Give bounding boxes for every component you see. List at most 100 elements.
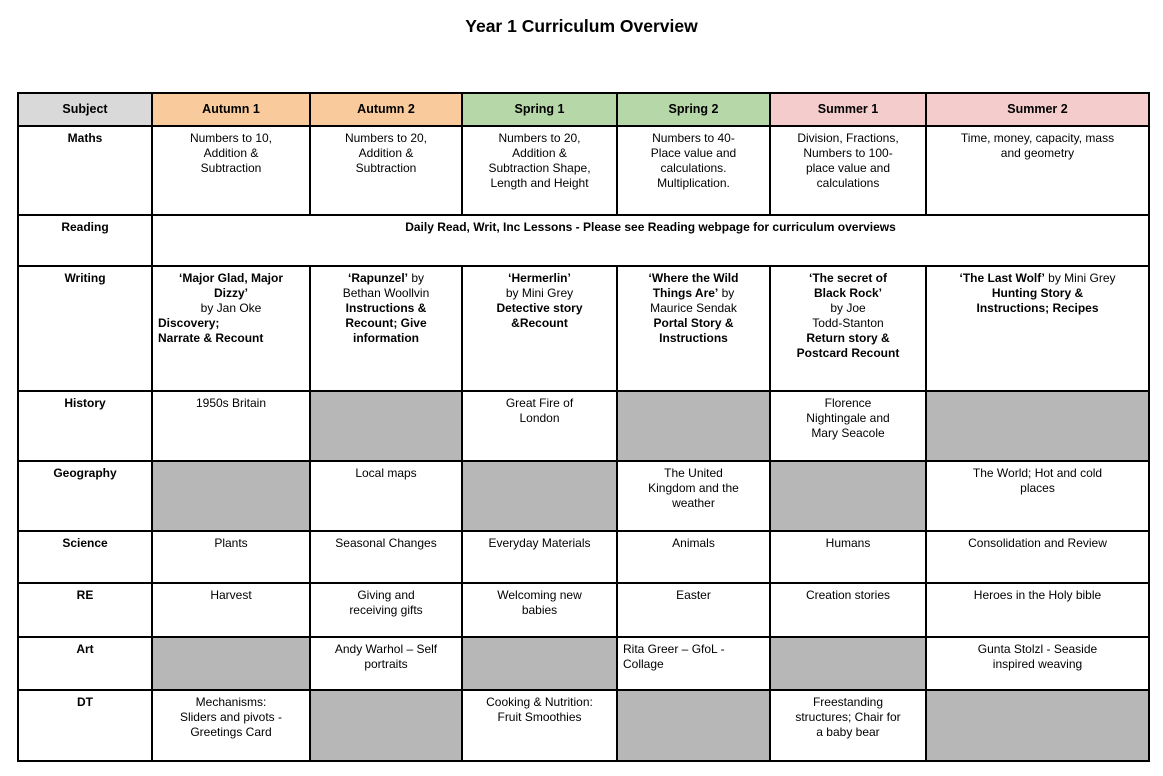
- cell-history-autumn-2: [309, 390, 463, 462]
- cell-text: Daily Read, Writ, Inc Lessons - Please s…: [405, 220, 896, 234]
- row-history: History 1950s Britain Great Fire of London…: [17, 390, 1150, 462]
- cell-writing-spring-2: ‘Where the Wild Things Are’ by Maurice S…: [616, 265, 771, 392]
- cell-science-spring-2: Animals: [616, 530, 771, 584]
- cell-science-autumn-2: Seasonal Changes: [309, 530, 463, 584]
- subject-maths: Maths: [17, 125, 153, 216]
- cell-text: Division, Fractions, Numbers to 100- pla…: [797, 131, 899, 190]
- header-summer-2: Summer 2: [925, 92, 1150, 127]
- cell-maths-spring-2: Numbers to 40- Place value and calculati…: [616, 125, 771, 216]
- cell-art-spring-2: Rita Greer – GfoL - Collage: [616, 636, 771, 691]
- header-row: Subject Autumn 1 Autumn 2 Spring 1 Spring 2 S…: [17, 92, 1150, 127]
- cell-text: Seasonal Changes: [335, 536, 437, 550]
- cell-text: Numbers to 20, Addition & Subtraction: [344, 131, 428, 175]
- row-dt: DT Mechanisms: Sliders and pivots - Greet…: [17, 689, 1150, 762]
- cell-text: Numbers to 40- Place value and calculati…: [650, 131, 737, 190]
- cell-text: Creation stories: [805, 588, 891, 602]
- cell-art-summer-1: [769, 636, 927, 691]
- cell-geography-autumn-2: Local maps: [309, 460, 463, 532]
- cell-text: The World; Hot and cold places: [972, 466, 1103, 495]
- cell-writing-summer-1: ‘The secret of Black Rock’ by Joe Todd-S…: [769, 265, 927, 392]
- header-spring-2: Spring 2: [616, 92, 771, 127]
- subject-history: History: [17, 390, 153, 462]
- cell-re-summer-2: Heroes in the Holy bible: [925, 582, 1150, 638]
- cell-text: Rita Greer – GfoL - Collage: [623, 642, 725, 671]
- cell-text: Andy Warhol – Self portraits: [334, 642, 438, 671]
- header-autumn-1: Autumn 1: [151, 92, 311, 127]
- subject-geography: Geography: [17, 460, 153, 532]
- cell-text: Numbers to 20, Addition & Subtraction Sh…: [488, 131, 591, 190]
- cell-dt-autumn-1: Mechanisms: Sliders and pivots - Greetin…: [151, 689, 311, 762]
- cell-text: Cooking & Nutrition: Fruit Smoothies: [486, 695, 593, 724]
- cell-maths-summer-2: Time, money, capacity, mass and geometry: [925, 125, 1150, 216]
- cell-text: Mechanisms: Sliders and pivots - Greetin…: [179, 695, 283, 739]
- cell-text: Animals: [672, 536, 715, 550]
- subject-writing: Writing: [17, 265, 153, 392]
- cell-history-spring-1: Great Fire of London: [461, 390, 618, 462]
- row-geography: Geography Local maps The United Kingdom an…: [17, 460, 1150, 532]
- row-maths: Maths Numbers to 10, Addition & Subtracti…: [17, 125, 1150, 216]
- cell-text: Giving and receiving gifts: [349, 588, 423, 617]
- cell-text: 1950s Britain: [195, 396, 267, 410]
- cell-writing-autumn-1: ‘Major Glad, Major Dizzy’ by Jan Oke Disc…: [151, 265, 311, 392]
- cell-history-summer-1: Florence Nightingale and Mary Seacole: [769, 390, 927, 462]
- cell-text: Plants: [214, 536, 248, 550]
- cell-history-spring-2: [616, 390, 771, 462]
- cell-science-summer-1: Humans: [769, 530, 927, 584]
- cell-text: ‘Hermerlin’ by Mini Grey Detective story…: [496, 271, 583, 330]
- cell-art-autumn-2: Andy Warhol – Self portraits: [309, 636, 463, 691]
- cell-text: Discovery; Narrate & Recount: [158, 316, 264, 345]
- header-subject: Subject: [17, 92, 153, 127]
- cell-geography-summer-1: [769, 460, 927, 532]
- cell-text: Florence Nightingale and Mary Seacole: [806, 396, 890, 440]
- row-science: Science Plants Seasonal Changes Everyday Ma…: [17, 530, 1150, 584]
- subject-science: Science: [17, 530, 153, 584]
- cell-text: Numbers to 10, Addition & Subtraction: [189, 131, 273, 175]
- cell-dt-summer-1: Freestanding structures; Chair for a bab…: [769, 689, 927, 762]
- cell-text: ‘Major Glad, Major Dizzy’ by Jan Oke: [178, 271, 283, 315]
- subject-dt: DT: [17, 689, 153, 762]
- cell-re-autumn-2: Giving and receiving gifts: [309, 582, 463, 638]
- cell-geography-spring-1: [461, 460, 618, 532]
- cell-text: Consolidation and Review: [968, 536, 1107, 550]
- subject-re: RE: [17, 582, 153, 638]
- cell-text: Local maps: [355, 466, 417, 480]
- cell-writing-spring-1: ‘Hermerlin’ by Mini Grey Detective story…: [461, 265, 618, 392]
- cell-writing-autumn-2: ‘Rapunzel’ by Bethan Woollvin Instructio…: [309, 265, 463, 392]
- cell-text: Everyday Materials: [488, 536, 591, 550]
- cell-text: Gunta Stolzl - Seaside inspired weaving: [977, 642, 1098, 671]
- cell-dt-spring-1: Cooking & Nutrition: Fruit Smoothies: [461, 689, 618, 762]
- cell-art-autumn-1: [151, 636, 311, 691]
- subject-reading: Reading: [17, 214, 153, 267]
- cell-text: Great Fire of London: [505, 396, 574, 425]
- header-spring-1: Spring 1: [461, 92, 618, 127]
- cell-history-autumn-1: 1950s Britain: [151, 390, 311, 462]
- cell-text: ‘The secret of Black Rock’ by Joe Todd-S…: [796, 271, 900, 360]
- cell-science-autumn-1: Plants: [151, 530, 311, 584]
- table-body: Maths Numbers to 10, Addition & Subtracti…: [17, 125, 1150, 762]
- cell-dt-summer-2: [925, 689, 1150, 762]
- cell-text: Humans: [825, 536, 871, 550]
- cell-re-autumn-1: Harvest: [151, 582, 311, 638]
- cell-re-spring-1: Welcoming new babies: [461, 582, 618, 638]
- cell-art-summer-2: Gunta Stolzl - Seaside inspired weaving: [925, 636, 1150, 691]
- cell-re-summer-1: Creation stories: [769, 582, 927, 638]
- cell-history-summer-2: [925, 390, 1150, 462]
- cell-text: The United Kingdom and the weather: [648, 466, 739, 510]
- cell-writing-summer-2: ‘The Last Wolf’ by Mini Grey Hunting Sto…: [925, 265, 1150, 392]
- cell-reading-span: Daily Read, Writ, Inc Lessons - Please s…: [151, 214, 1150, 267]
- row-writing: Writing ‘Major Glad, Major Dizzy’ by Jan …: [17, 265, 1150, 392]
- curriculum-table: Subject Autumn 1 Autumn 2 Spring 1 Spring 2 S…: [17, 92, 1150, 762]
- subject-art: Art: [17, 636, 153, 691]
- cell-maths-summer-1: Division, Fractions, Numbers to 100- pla…: [769, 125, 927, 216]
- cell-science-spring-1: Everyday Materials: [461, 530, 618, 584]
- cell-text: ‘Rapunzel’ by Bethan Woollvin Instructio…: [342, 271, 430, 345]
- cell-art-spring-1: [461, 636, 618, 691]
- cell-re-spring-2: Easter: [616, 582, 771, 638]
- header-autumn-2: Autumn 2: [309, 92, 463, 127]
- cell-text: Harvest: [210, 588, 252, 602]
- cell-science-summer-2: Consolidation and Review: [925, 530, 1150, 584]
- cell-text: Easter: [676, 588, 711, 602]
- cell-text: Heroes in the Holy bible: [973, 588, 1102, 602]
- row-re: RE Harvest Giving and receiving gifts Welco…: [17, 582, 1150, 638]
- cell-text: ‘The Last Wolf’ by Mini Grey Hunting Sto…: [959, 271, 1116, 315]
